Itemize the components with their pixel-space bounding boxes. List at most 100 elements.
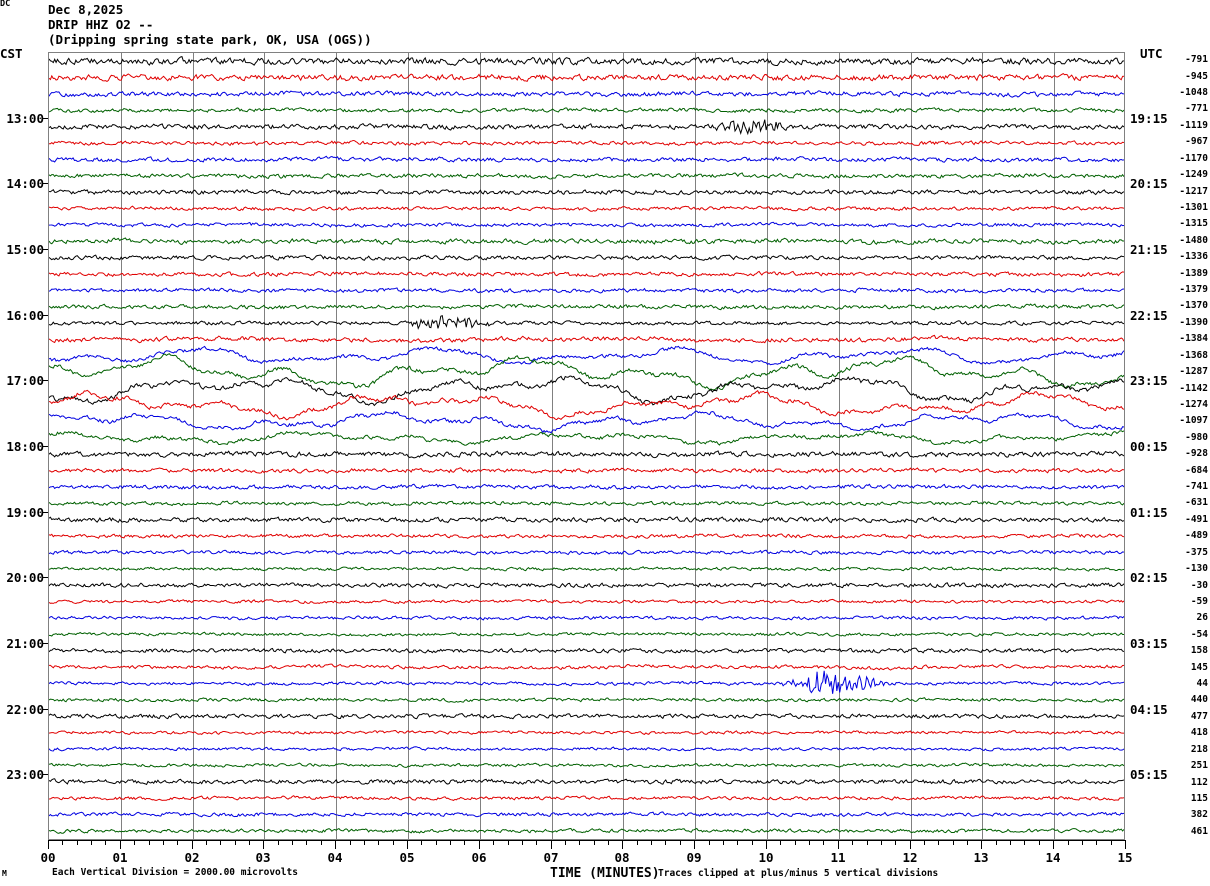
x-tick-label-07: 07 [543, 850, 559, 865]
left-timezone-label: CST [0, 46, 23, 61]
trace-row-16 [49, 316, 1124, 329]
trace-row-14 [49, 288, 1124, 293]
trace-row-17 [49, 335, 1124, 342]
dc-value-row-15: -1370 [1179, 300, 1208, 312]
x-tick-label-11: 11 [830, 850, 846, 865]
trace-row-10 [49, 222, 1124, 227]
x-tick-minor-13-4 [1039, 840, 1040, 845]
grid-line-minute-7 [552, 53, 553, 839]
x-tick-minor-4-2 [364, 840, 365, 845]
x-tick-minor-4-1 [350, 840, 351, 845]
dc-value-row-2: -1048 [1179, 87, 1208, 99]
clip-note: Traces clipped at plus/minus 5 vertical … [658, 868, 939, 879]
hour-label-2100: 21:00 [6, 636, 44, 651]
trace-row-2 [49, 91, 1124, 97]
hour-label-1700: 17:00 [6, 373, 44, 389]
hour-tick-1800 [42, 446, 48, 447]
trace-row-45 [49, 796, 1124, 801]
x-tick-label-10: 10 [758, 850, 774, 865]
grid-line-minute-2 [193, 53, 194, 839]
x-tick-minor-14-3 [1096, 840, 1097, 845]
x-tick-major-11 [838, 840, 839, 849]
x-tick-major-15 [1125, 840, 1126, 849]
x-tick-minor-2-2 [220, 840, 221, 845]
x-tick-minor-11-2 [867, 840, 868, 845]
x-tick-minor-5-4 [464, 840, 465, 845]
hour-label-1300: 13:00 [6, 110, 44, 126]
dc-value-row-7: -1249 [1179, 169, 1208, 181]
dc-column-label: DC [0, 0, 11, 9]
dc-value-row-23: -980 [1185, 431, 1208, 443]
x-tick-minor-6-3 [522, 840, 523, 845]
x-tick-minor-10-4 [823, 840, 824, 845]
dc-value-row-19: -1287 [1179, 366, 1208, 378]
hour-tick-1500 [42, 249, 48, 250]
x-tick-label-06: 06 [471, 850, 487, 865]
dc-value-row-47: 461 [1190, 825, 1208, 837]
trace-row-1 [49, 74, 1124, 82]
x-tick-minor-11-3 [881, 840, 882, 845]
x-tick-minor-8-1 [637, 840, 638, 845]
hour-tick-1600 [42, 315, 48, 316]
dc-value-row-34: 26 [1196, 612, 1208, 624]
helicorder-plot[interactable] [48, 52, 1125, 840]
trace-row-27 [49, 501, 1124, 505]
utc-label-0315: 03:15 [1130, 636, 1168, 651]
trace-row-31 [49, 567, 1124, 571]
x-tick-minor-2-1 [206, 840, 207, 845]
hour-label-1600: 16:00 [6, 307, 44, 323]
x-tick-minor-1-2 [149, 840, 150, 845]
hour-label-2300: 23:00 [6, 767, 44, 783]
trace-row-4 [49, 120, 1124, 134]
trace-row-8 [49, 190, 1124, 195]
dc-value-row-46: 382 [1190, 809, 1208, 821]
x-tick-minor-10-1 [780, 840, 781, 845]
trace-row-43 [49, 763, 1124, 767]
hour-label-1900: 19:00 [6, 504, 44, 520]
trace-row-40 [49, 714, 1124, 719]
hour-label-2000: 20:00 [6, 570, 44, 586]
hour-tick-1700 [42, 380, 48, 381]
corner-glyph: M [2, 869, 7, 878]
dc-value-row-33: -59 [1190, 595, 1208, 607]
dc-value-row-44: 112 [1190, 776, 1208, 788]
x-tick-minor-1-3 [163, 840, 164, 845]
utc-label-0015: 00:15 [1130, 439, 1168, 454]
dc-value-row-4: -1119 [1179, 119, 1208, 131]
grid-line-minute-8 [623, 53, 624, 839]
dc-value-row-27: -631 [1185, 497, 1208, 509]
dc-value-row-30: -375 [1185, 546, 1208, 558]
x-tick-minor-2-3 [235, 840, 236, 845]
x-tick-minor-4-4 [393, 840, 394, 845]
x-tick-minor-6-1 [493, 840, 494, 845]
dc-value-row-22: -1097 [1179, 415, 1208, 427]
dc-value-row-26: -741 [1185, 481, 1208, 493]
trace-row-9 [49, 206, 1124, 211]
grid-line-minute-13 [982, 53, 983, 839]
x-tick-minor-2-4 [249, 840, 250, 845]
trace-row-22 [49, 411, 1124, 433]
dc-value-row-1: -945 [1185, 70, 1208, 82]
x-tick-minor-14-2 [1082, 840, 1083, 845]
dc-value-row-35: -54 [1190, 628, 1208, 640]
trace-row-28 [49, 517, 1124, 523]
dc-value-row-6: -1170 [1179, 152, 1208, 164]
trace-row-25 [49, 468, 1124, 473]
trace-row-42 [49, 747, 1124, 751]
trace-row-30 [49, 550, 1124, 555]
dc-value-row-41: 418 [1190, 727, 1208, 739]
hour-label-1400: 14:00 [6, 176, 44, 192]
trace-row-15 [49, 304, 1124, 310]
x-tick-label-03: 03 [255, 850, 271, 865]
x-tick-minor-1-4 [177, 840, 178, 845]
x-tick-minor-12-3 [953, 840, 954, 845]
trace-row-44 [49, 779, 1124, 785]
grid-line-minute-14 [1054, 53, 1055, 839]
trace-row-29 [49, 534, 1124, 539]
dc-value-row-43: 251 [1190, 760, 1208, 772]
grid-line-minute-12 [911, 53, 912, 839]
dc-value-row-45: 115 [1190, 792, 1208, 804]
x-tick-label-15: 15 [1117, 850, 1133, 865]
trace-row-12 [49, 255, 1124, 260]
trace-row-20 [49, 376, 1124, 406]
